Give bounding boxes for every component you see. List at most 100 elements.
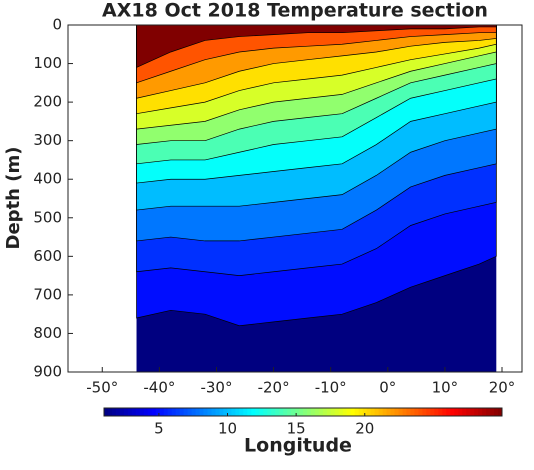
colorbar-segment bbox=[139, 408, 145, 416]
colorbar-segment bbox=[354, 408, 360, 416]
y-tick-label: 600 bbox=[33, 247, 62, 265]
axes-box bbox=[67, 24, 523, 373]
colorbar-segment bbox=[263, 408, 268, 416]
colorbar-segment bbox=[346, 408, 352, 416]
colorbar-box bbox=[103, 407, 503, 417]
colorbar-segment bbox=[203, 408, 208, 416]
contour-band bbox=[136, 24, 497, 68]
colorbar-segment bbox=[295, 408, 300, 416]
colorbar-segment bbox=[267, 408, 272, 416]
colorbar-segment bbox=[187, 408, 193, 416]
colorbar-segment bbox=[306, 408, 312, 416]
y-tick-label: 400 bbox=[33, 170, 62, 188]
colorbar-segment bbox=[318, 408, 324, 416]
colorbar-segment bbox=[271, 408, 276, 416]
colorbar-tick-label: 15 bbox=[287, 420, 306, 438]
colorbar-segment bbox=[458, 408, 463, 416]
colorbar-segment bbox=[398, 408, 403, 416]
colorbar-segment bbox=[410, 408, 415, 416]
colorbar-segment bbox=[390, 408, 396, 416]
colorbar-segment bbox=[442, 408, 447, 416]
colorbar-segment bbox=[123, 408, 129, 416]
colorbar-segment bbox=[287, 408, 292, 416]
x-axis-label: Longitude bbox=[244, 435, 352, 457]
colorbar-segment bbox=[195, 408, 201, 416]
colorbar-segment bbox=[402, 408, 407, 416]
colorbar-segment bbox=[163, 408, 169, 416]
colorbar-segment bbox=[350, 408, 356, 416]
colorbar-segment bbox=[394, 408, 400, 416]
colorbar-segment bbox=[370, 408, 376, 416]
colorbar-segment bbox=[434, 408, 439, 416]
colorbar-segment bbox=[358, 408, 364, 416]
colorbar-tick-label: 5 bbox=[154, 420, 164, 438]
y-tick-label: 300 bbox=[33, 131, 62, 149]
colorbar-segment bbox=[490, 408, 495, 416]
colorbar-segment bbox=[151, 408, 157, 416]
y-tick-label: 200 bbox=[33, 93, 62, 111]
y-tick-label: 900 bbox=[33, 363, 62, 381]
colorbar-segment bbox=[494, 408, 499, 416]
colorbar-segment bbox=[227, 408, 232, 416]
colorbar-segment bbox=[167, 408, 173, 416]
colorbar-segment bbox=[438, 408, 443, 416]
colorbar-segment bbox=[259, 408, 264, 416]
colorbar-segment bbox=[334, 408, 340, 416]
y-tick-label: 0 bbox=[52, 16, 62, 34]
y-tick-label: 800 bbox=[33, 324, 62, 342]
colorbar-segment bbox=[366, 408, 372, 416]
colorbar-segment bbox=[255, 408, 260, 416]
colorbar-segment bbox=[179, 408, 185, 416]
colorbar-segment bbox=[362, 408, 368, 416]
x-tick-label: -30° bbox=[200, 379, 232, 397]
colorbar-segment bbox=[247, 408, 252, 416]
chart-title: AX18 Oct 2018 Temperature section bbox=[102, 0, 488, 22]
colorbar-segment bbox=[466, 408, 471, 416]
colorbar-tick-label: 10 bbox=[218, 420, 237, 438]
y-tick-label: 100 bbox=[33, 54, 62, 72]
y-axis-label: Depth (m) bbox=[3, 147, 24, 250]
colorbar-segment bbox=[446, 408, 451, 416]
colorbar-segment bbox=[418, 408, 423, 416]
x-tick-label: 10° bbox=[432, 379, 459, 397]
colorbar-segment bbox=[338, 408, 344, 416]
colorbar-segment bbox=[119, 408, 125, 416]
x-tick-label: 20° bbox=[489, 379, 516, 397]
colorbar-segment bbox=[223, 408, 228, 416]
colorbar-segment bbox=[474, 408, 479, 416]
x-tick-label: 0° bbox=[379, 379, 396, 397]
colorbar-segment bbox=[135, 408, 141, 416]
colorbar-segment bbox=[299, 408, 304, 416]
colorbar-segment bbox=[303, 408, 308, 416]
colorbar-segment bbox=[171, 408, 177, 416]
colorbar-segment bbox=[450, 408, 455, 416]
colorbar-segment bbox=[175, 408, 181, 416]
colorbar-segment bbox=[191, 408, 197, 416]
colorbar-segment bbox=[374, 408, 380, 416]
colorbar-segment bbox=[382, 408, 388, 416]
colorbar-tick-label: 20 bbox=[355, 420, 374, 438]
colorbar-segment bbox=[127, 408, 133, 416]
colorbar-segment bbox=[283, 408, 288, 416]
colorbar-segment bbox=[231, 408, 236, 416]
colorbar-segment bbox=[470, 408, 475, 416]
colorbar-segment bbox=[107, 408, 113, 416]
colorbar-segment bbox=[406, 408, 411, 416]
colorbar-segment bbox=[478, 408, 483, 416]
colorbar-segment bbox=[251, 408, 256, 416]
colorbar-segment bbox=[239, 408, 244, 416]
colorbar-segment bbox=[291, 408, 296, 416]
colorbar-segment bbox=[159, 408, 165, 416]
y-tick-label: 700 bbox=[33, 285, 62, 303]
colorbar-segment bbox=[430, 408, 435, 416]
colorbar-segment bbox=[314, 408, 320, 416]
colorbar-segment bbox=[155, 408, 161, 416]
x-tick-label: -50° bbox=[86, 379, 118, 397]
colorbar-segment bbox=[215, 408, 220, 416]
x-tick-label: -20° bbox=[258, 379, 290, 397]
colorbar-segment bbox=[454, 408, 459, 416]
x-tick-label: -40° bbox=[143, 379, 175, 397]
colorbar-segment bbox=[414, 408, 419, 416]
colorbar-segment bbox=[235, 408, 240, 416]
